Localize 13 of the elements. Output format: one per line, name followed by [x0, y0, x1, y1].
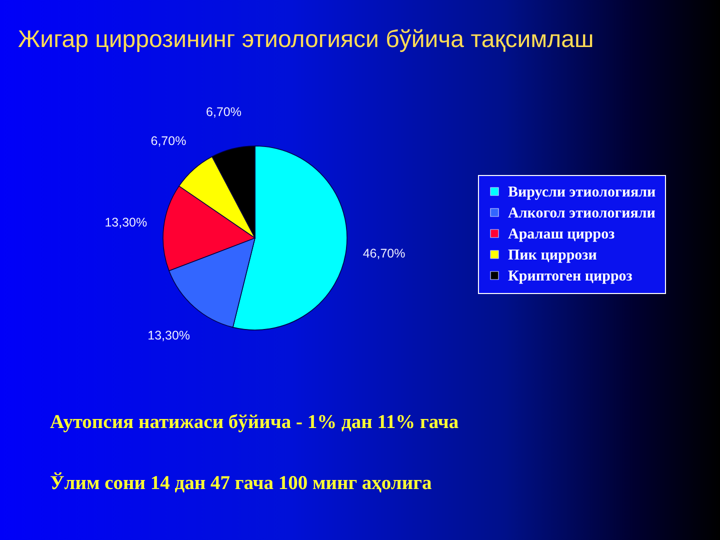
- legend-label: Вирусли этиологияли: [508, 184, 656, 200]
- data-label: 13,30%: [104, 216, 148, 230]
- legend-label: Криптоген цирроз: [508, 268, 632, 284]
- data-label: 6,70%: [150, 134, 186, 148]
- chart-title: Жигар циррозининг этиологияси бўйича тақсимлаш: [18, 26, 594, 53]
- data-label: 6,70%: [206, 104, 242, 119]
- legend-label: Алкогол этиологияли: [508, 206, 656, 222]
- text: Аутопсия натижаси бўйича - 1% дан 11% гача: [50, 412, 459, 433]
- data-label: 13,30%: [148, 328, 190, 342]
- data-label: 46,70%: [362, 246, 406, 261]
- legend-label: Аралаш цирроз: [508, 226, 615, 242]
- text: Ўлим сони 14 дан 47 гача 100 минг аҳолига: [50, 472, 432, 494]
- legend-label: Пик циррози: [508, 248, 598, 264]
